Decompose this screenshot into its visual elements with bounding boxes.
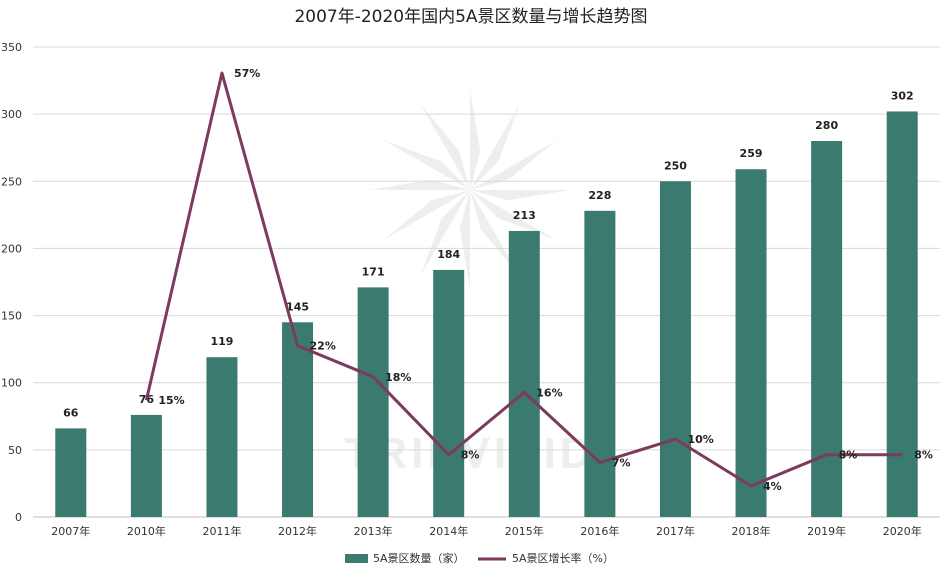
watermark-star-ray [420, 190, 470, 277]
growth-rate-label: 8% [839, 449, 858, 462]
bar-value-label: 228 [588, 189, 611, 202]
bar-value-label: 184 [437, 248, 460, 261]
bar [584, 210, 616, 518]
bar-value-label: 259 [740, 147, 763, 160]
x-tick-label: 2019年 [807, 524, 846, 538]
x-tick-label: 2017年 [656, 524, 695, 538]
bar [282, 322, 314, 517]
bar [206, 357, 238, 517]
legend-bar-label: 5A景区数量（家） [373, 551, 465, 565]
growth-line [144, 71, 903, 488]
y-tick-label: 350 [1, 41, 22, 54]
x-tick-label: 2012年 [278, 524, 317, 538]
watermark-star-ray [470, 103, 520, 190]
watermark-star-ray [470, 190, 557, 240]
legend-line-label: 5A景区增长率（%） [512, 551, 614, 565]
watermark-star-icon [370, 90, 570, 290]
bars [55, 111, 918, 518]
growth-rate-label: 4% [763, 480, 782, 493]
growth-rate-labels: 15% 57% 22% 18% 8% 16% 7% 10% 4% 8% 8% [158, 67, 933, 493]
y-tick-label: 200 [1, 242, 22, 255]
growth-rate-label: 18% [385, 371, 411, 384]
growth-rate-label: 10% [687, 433, 713, 446]
bar [55, 428, 87, 517]
growth-rate-label: 15% [158, 394, 184, 407]
bar [735, 169, 767, 517]
y-axis-tick-labels: 0 50 100 150 200 250 300 350 [1, 41, 22, 524]
y-tick-label: 100 [1, 377, 22, 390]
bar [433, 269, 465, 517]
y-tick-label: 150 [1, 310, 22, 323]
bar-value-label: 250 [664, 159, 687, 172]
x-tick-label: 2013年 [354, 524, 393, 538]
bar-value-label: 280 [815, 119, 838, 132]
bar-value-label: 171 [362, 265, 385, 278]
bar-value-label: 145 [286, 300, 309, 313]
bar-value-label: 213 [513, 209, 536, 222]
growth-rate-label: 7% [612, 456, 631, 469]
x-tick-label: 2015年 [505, 524, 544, 538]
watermark-star-ray [470, 90, 481, 190]
bar [508, 230, 540, 517]
watermark-star-ray [370, 179, 470, 190]
x-tick-label: 2020年 [883, 524, 922, 538]
y-tick-label: 300 [1, 108, 22, 121]
y-tick-label: 50 [8, 444, 22, 457]
y-gridlines [33, 46, 940, 518]
watermark-star-ray [383, 190, 470, 240]
bar [357, 287, 389, 517]
x-tick-label: 2016年 [580, 524, 619, 538]
x-axis-tick-labels: 2007年 2010年 2011年 2012年 2013年 2014年 2015年 2016年… [51, 524, 921, 538]
growth-rate-label: 8% [914, 449, 933, 462]
growth-rate-label: 16% [536, 386, 562, 399]
watermark-star-ray [420, 103, 470, 190]
growth-rate-label: 57% [234, 67, 260, 80]
watermark-star-ray [470, 140, 557, 190]
bar [130, 414, 162, 517]
bar-value-label: 66 [63, 406, 79, 419]
bar-value-label: 119 [210, 335, 233, 348]
x-tick-label: 2010年 [127, 524, 166, 538]
x-tick-label: 2011年 [202, 524, 241, 538]
legend-bar-swatch [345, 554, 368, 563]
y-tick-label: 250 [1, 175, 22, 188]
growth-rate-label: 22% [310, 340, 336, 353]
legend: 5A景区数量（家） 5A景区增长率（%） [345, 551, 614, 565]
bar [659, 181, 691, 518]
watermark-star-ray [459, 190, 470, 290]
x-tick-label: 2014年 [429, 524, 468, 538]
watermark-star-ray [383, 140, 470, 190]
y-tick-label: 0 [15, 511, 22, 524]
chart-title: 2007年-2020年国内5A景区数量与增长趋势图 [294, 7, 647, 27]
x-tick-label: 2018年 [732, 524, 771, 538]
growth-rate-label: 8% [461, 449, 480, 462]
x-tick-label: 2007年 [51, 524, 90, 538]
watermark-star-ray [470, 190, 520, 277]
watermark-star-ray [470, 190, 570, 201]
bar-value-label: 302 [891, 89, 914, 102]
bar [886, 111, 918, 517]
